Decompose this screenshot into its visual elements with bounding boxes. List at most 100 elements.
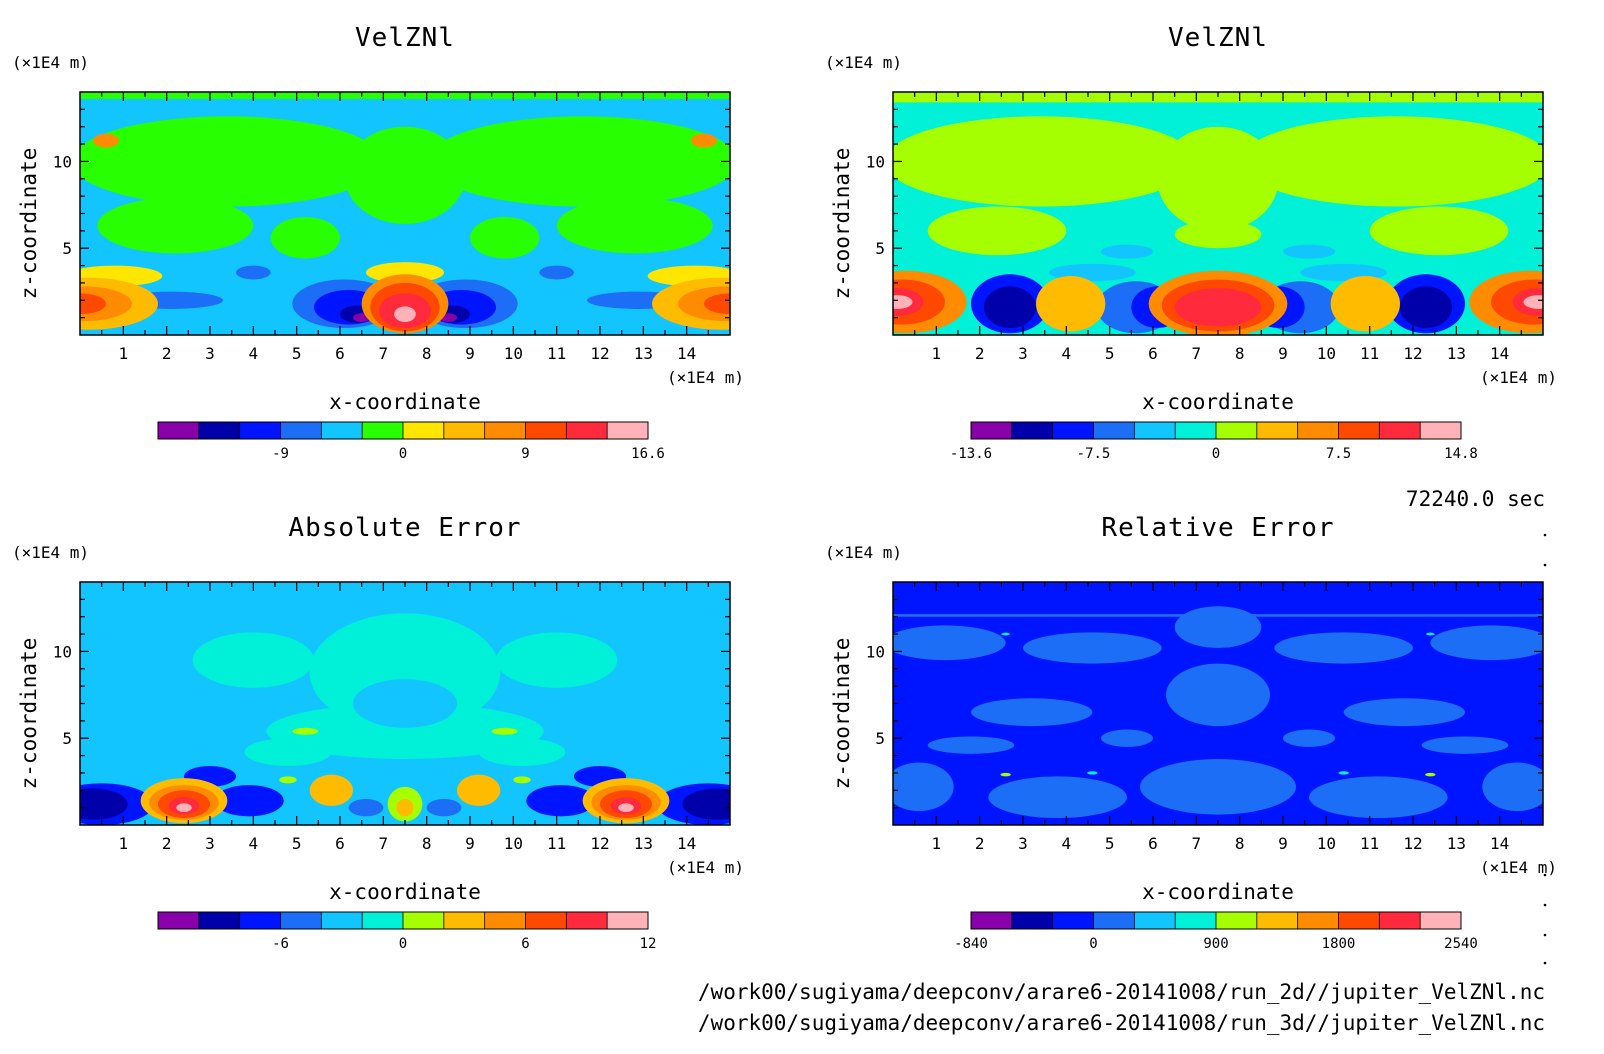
y-unit-label: (×1E4 m) — [825, 543, 902, 562]
colorbar-swatch — [362, 912, 404, 929]
x-tick-label: 6 — [1148, 344, 1158, 363]
colorbar-swatch — [280, 422, 322, 439]
contour-region — [292, 727, 319, 735]
colorbar-swatch — [443, 422, 486, 439]
contour-region — [1369, 206, 1509, 256]
contour-region — [1425, 772, 1436, 777]
colorbar-swatch — [1256, 912, 1299, 929]
colorbar: -9 0 9 16.6 — [157, 421, 665, 462]
x-tick-label: 6 — [1148, 834, 1158, 853]
contour-region — [176, 803, 192, 812]
colorbar-tick-label: 0 — [1212, 446, 1220, 462]
contour-region — [244, 738, 332, 766]
x-tick-label: 12 — [1403, 834, 1422, 853]
contour-region — [1101, 729, 1153, 747]
colorbar-tick-label: 2540 — [1444, 936, 1478, 952]
colorbar-tick-label: 9 — [521, 446, 529, 462]
x-tick-label: 13 — [1447, 834, 1466, 853]
x-tick-label: 4 — [249, 834, 259, 853]
colorbar-swatch — [1297, 912, 1339, 929]
x-unit-label: (×1E4 m) — [667, 368, 744, 387]
contour-region — [279, 776, 297, 784]
x-tick-label: 12 — [590, 344, 609, 363]
x-tick-label: 6 — [335, 344, 345, 363]
contour-region — [1174, 606, 1262, 648]
x-tick-label: 5 — [292, 344, 302, 363]
contour-region — [192, 632, 314, 688]
contour-region — [893, 762, 954, 812]
x-tick-label: 12 — [590, 834, 609, 853]
x-tick-label: 11 — [547, 834, 566, 853]
contour-region — [496, 632, 618, 688]
x-tick-label: 10 — [1317, 834, 1336, 853]
heatmap-field — [893, 92, 1543, 335]
x-axis-label: x-coordinate — [1142, 390, 1294, 414]
marker-dot — [1543, 563, 1547, 567]
contour-region — [539, 265, 575, 280]
colorbar-swatch — [1216, 422, 1258, 439]
contour-region — [691, 133, 717, 148]
contour-band — [893, 92, 1543, 103]
contour-region — [984, 286, 1036, 329]
x-tick-label: 4 — [1062, 344, 1072, 363]
contour-region — [214, 785, 284, 817]
contour-region — [893, 295, 913, 309]
x-tick-label: 11 — [547, 344, 566, 363]
colorbar-swatch — [1297, 422, 1339, 439]
x-tick-label: 1 — [119, 344, 129, 363]
x-tick-label: 5 — [292, 834, 302, 853]
contour-region — [426, 798, 462, 817]
colorbar-swatch — [525, 422, 567, 439]
x-tick-label: 3 — [205, 834, 215, 853]
chart-title: VelZNl — [1168, 23, 1268, 53]
y-tick-label: 10 — [53, 152, 72, 171]
colorbar-swatch — [484, 912, 526, 929]
contour-region — [236, 265, 271, 280]
x-tick-label: 3 — [1018, 344, 1028, 363]
contour-region — [1239, 116, 1543, 207]
colorbar-swatch — [1011, 422, 1054, 439]
marker-dot — [1543, 933, 1547, 937]
contour-region — [266, 703, 544, 760]
contour-region — [1343, 698, 1466, 727]
colorbar: -6 0 6 12 — [157, 911, 656, 952]
colorbar-swatch — [971, 422, 1013, 439]
x-tick-label: 2 — [975, 344, 985, 363]
x-tick-label: 10 — [504, 344, 523, 363]
colorbar-swatch — [1420, 912, 1462, 929]
contour-region — [1430, 625, 1543, 661]
contour-region — [396, 798, 414, 817]
x-tick-label: 6 — [335, 834, 345, 853]
chart-title: Relative Error — [1101, 513, 1334, 543]
colorbar-swatch — [321, 422, 363, 439]
contour-region — [1283, 244, 1335, 259]
y-axis-label: z-coordinate — [17, 638, 41, 790]
contour-region — [1000, 772, 1011, 777]
contour-region — [1166, 663, 1270, 727]
marker-dot — [1543, 873, 1547, 877]
colorbar-swatch — [321, 912, 363, 929]
x-tick-label: 7 — [1192, 834, 1202, 853]
contour-region — [1274, 632, 1413, 664]
contour-region — [394, 306, 416, 322]
chart-panel-3: Absolute Error(×1E4 m)(×1E4 m)1 2 3 4 5 6 7 8 9 1… — [12, 513, 744, 952]
colorbar-swatch — [1134, 912, 1176, 929]
colorbar-swatch — [1379, 422, 1421, 439]
x-unit-label: (×1E4 m) — [1480, 858, 1557, 877]
contour-region — [80, 116, 384, 207]
contour-region — [1523, 295, 1543, 309]
colorbar-swatch — [1052, 422, 1094, 439]
contour-region — [80, 293, 106, 315]
x-tick-label: 11 — [1360, 834, 1379, 853]
panels-layer: VelZNl(×1E4 m)(×1E4 m)1 2 3 4 5 6 7 8 9 10 11 12 13 1… — [12, 23, 1557, 965]
contour-region — [682, 788, 730, 820]
x-tick-label: 14 — [1490, 834, 1509, 853]
colorbar-swatch — [1175, 912, 1217, 929]
y-tick-label: 10 — [866, 642, 885, 661]
contour-region — [270, 216, 341, 259]
colorbar-swatch — [1093, 912, 1135, 929]
contour-region — [1174, 288, 1262, 327]
colorbar-tick-label: 7.5 — [1326, 446, 1351, 462]
contour-region — [1174, 220, 1262, 249]
